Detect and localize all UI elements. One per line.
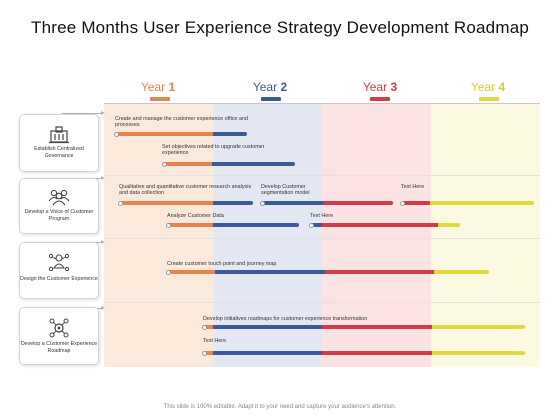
row-label: Develop a Customer Experience Roadmap xyxy=(20,341,98,354)
task-start-dot xyxy=(166,269,171,275)
task-start-dot xyxy=(400,200,405,206)
row-card-governance: Establish Centralized Governance xyxy=(19,114,99,172)
year-3-header: Year 3 xyxy=(350,80,410,94)
task-bar-3 xyxy=(261,201,393,205)
task-label: Create customer touch point and journey … xyxy=(167,261,277,267)
year-1-marker xyxy=(150,97,170,101)
year-4-header: Year 4 xyxy=(458,80,518,94)
year-1-number: 1 xyxy=(168,80,176,94)
task-start-dot xyxy=(118,200,123,206)
task-bar-1 xyxy=(163,162,295,166)
task-bar-7 xyxy=(167,270,489,274)
task-segment-year-4 xyxy=(430,201,534,205)
task-segment-year-2 xyxy=(261,201,324,205)
timeline-top-line xyxy=(104,103,540,104)
year-4-prefix: Year xyxy=(470,80,496,94)
task-start-dot xyxy=(166,222,171,228)
task-segment-year-4 xyxy=(434,270,489,274)
task-segment-year-1 xyxy=(115,132,213,136)
task-segment-year-4 xyxy=(431,351,525,355)
year-2-marker xyxy=(261,97,281,101)
task-start-dot xyxy=(202,350,207,356)
governance-building-icon xyxy=(20,124,98,144)
task-segment-year-2 xyxy=(215,270,325,274)
year-3-marker xyxy=(370,97,390,101)
year-4-marker xyxy=(479,97,499,101)
roadmap-gears-icon xyxy=(20,317,98,339)
task-segment-year-2 xyxy=(213,223,299,227)
task-bar-0 xyxy=(115,132,247,136)
row-separator xyxy=(104,302,540,303)
year-1-band xyxy=(104,103,213,367)
year-2-prefix: Year xyxy=(252,80,278,94)
task-segment-year-2 xyxy=(211,162,295,166)
task-bar-4 xyxy=(401,201,534,205)
task-bar-9 xyxy=(203,351,525,355)
customer-group-icon xyxy=(20,187,98,207)
task-bar-5 xyxy=(167,223,299,227)
task-segment-year-1 xyxy=(203,351,213,355)
task-segment-year-2 xyxy=(212,132,247,136)
year-3-number: 3 xyxy=(390,80,398,94)
year-4-number: 4 xyxy=(498,80,506,94)
task-segment-year-4 xyxy=(437,223,460,227)
row-separator xyxy=(104,238,540,239)
row-card-voice-of-customer: Develop a Voice of Customer Program xyxy=(19,178,99,234)
task-segment-year-3 xyxy=(322,223,438,227)
task-label: Develop initiatives roadmaps for custome… xyxy=(203,316,368,322)
row-1-arrow xyxy=(62,111,105,115)
task-segment-year-1 xyxy=(163,162,212,166)
task-segment-year-3 xyxy=(322,325,432,329)
customer-journey-icon xyxy=(20,252,98,274)
task-segment-year-1 xyxy=(167,270,216,274)
task-segment-year-1 xyxy=(203,325,213,329)
task-segment-year-4 xyxy=(431,325,525,329)
task-start-dot xyxy=(162,161,167,167)
task-start-dot xyxy=(309,222,314,228)
year-2-band xyxy=(213,103,322,367)
task-label: Create and manage the customer experienc… xyxy=(115,116,248,129)
task-label: Text Here xyxy=(401,184,425,190)
task-segment-year-1 xyxy=(119,201,213,205)
year-3-prefix: Year xyxy=(362,80,388,94)
task-start-dot xyxy=(114,131,119,137)
task-segment-year-2 xyxy=(212,351,323,355)
task-label: Develop Customer segmentation model xyxy=(261,184,310,197)
task-segment-year-3 xyxy=(324,270,435,274)
task-label: Analyze Customer Data xyxy=(167,213,224,219)
footer-note: This slide is 100% editable. Adapt it to… xyxy=(163,404,397,410)
page-title: Three Months User Experience Strategy De… xyxy=(30,18,530,37)
row-separator xyxy=(104,175,540,176)
task-start-dot xyxy=(202,324,207,330)
year-2-header: Year 2 xyxy=(240,80,300,94)
task-label: Qualitative and quantitative customer re… xyxy=(119,184,252,197)
task-bar-2 xyxy=(119,201,253,205)
year-3-band xyxy=(322,103,431,367)
task-segment-year-2 xyxy=(212,325,323,329)
task-segment-year-3 xyxy=(323,201,393,205)
row-label: Design the Customer Experience xyxy=(20,276,98,282)
row-label: Establish Centralized Governance xyxy=(34,146,84,159)
row-card-design-experience: Design the Customer Experience xyxy=(19,242,99,299)
task-bar-8 xyxy=(203,325,525,329)
year-4-band xyxy=(431,103,540,367)
task-segment-year-2 xyxy=(212,201,253,205)
task-start-dot xyxy=(260,200,265,206)
year-1-prefix: Year xyxy=(140,80,166,94)
year-2-number: 2 xyxy=(280,80,288,94)
task-label: Set objectives related to upgrade custom… xyxy=(162,144,265,157)
task-label: Text Here xyxy=(203,338,227,344)
task-label: Text Here xyxy=(310,213,334,219)
task-segment-year-2 xyxy=(310,223,322,227)
task-segment-year-3 xyxy=(401,201,431,205)
row-label: Develop a Voice of Customer Program xyxy=(24,209,94,222)
task-segment-year-1 xyxy=(167,223,214,227)
task-segment-year-3 xyxy=(322,351,432,355)
task-bar-6 xyxy=(310,223,460,227)
row-card-experience-roadmap: Develop a Customer Experience Roadmap xyxy=(19,307,99,365)
year-1-header: Year 1 xyxy=(128,80,188,94)
